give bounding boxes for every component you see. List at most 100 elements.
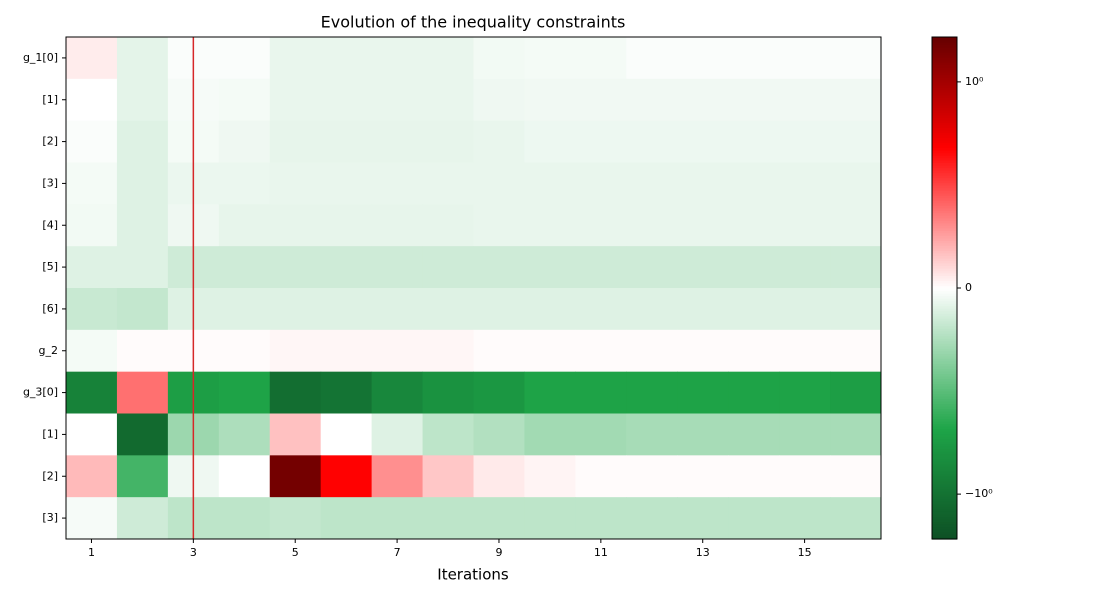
heatmap-cell	[524, 413, 576, 456]
colorbar-segment	[932, 222, 957, 226]
heatmap-cell	[575, 413, 627, 456]
heatmap-cell	[779, 329, 831, 373]
colorbar-segment	[932, 72, 957, 76]
colorbar-segment	[932, 217, 957, 221]
colorbar-segment	[932, 275, 957, 279]
heatmap-cell	[830, 37, 882, 80]
heatmap-cell	[218, 78, 271, 122]
colorbar-segment	[932, 144, 957, 149]
heatmap-cell	[524, 329, 576, 373]
colorbar-segment	[932, 262, 957, 267]
heatmap-cell	[116, 455, 169, 498]
y-tick-label: [2]	[42, 469, 58, 482]
colorbar-segment	[932, 493, 957, 497]
colorbar-segment	[932, 385, 957, 389]
colorbar-segment	[932, 468, 957, 472]
heatmap-cell	[677, 413, 729, 456]
colorbar-segment	[932, 318, 957, 322]
y-tick-label: [5]	[42, 260, 58, 273]
y-tick-label: [4]	[42, 218, 58, 231]
heatmap-cell	[830, 413, 882, 456]
colorbar-segment	[932, 99, 957, 103]
heatmap-cell	[728, 204, 780, 247]
heatmap-cell	[524, 78, 576, 122]
colorbar-segment	[932, 94, 957, 98]
colorbar-segment	[932, 410, 957, 415]
colorbar-segment	[932, 177, 957, 181]
heatmap-cell	[66, 204, 118, 247]
colorbar-segment	[932, 393, 957, 397]
heatmap-cell	[422, 37, 474, 80]
colorbar-segment	[932, 353, 957, 357]
heatmap-cell	[728, 413, 780, 456]
colorbar-segment	[932, 212, 957, 216]
colorbar-segment	[932, 277, 957, 282]
heatmap-cell	[626, 455, 678, 498]
heatmap-cell	[116, 246, 169, 289]
colorbar-segment	[932, 458, 957, 462]
colorbar-segment	[932, 84, 957, 88]
colorbar-segment	[932, 290, 957, 294]
heatmap-cell	[422, 413, 474, 456]
y-tick-label: [2]	[42, 135, 58, 148]
colorbar-segment	[932, 526, 957, 530]
colorbar-segment	[932, 313, 957, 317]
x-tick-label: 3	[190, 546, 197, 559]
colorbar-segment	[932, 252, 957, 256]
heatmap-cell	[626, 246, 678, 289]
heatmap-cell	[320, 329, 373, 373]
colorbar-segment	[932, 355, 957, 359]
colorbar-segment	[932, 117, 957, 121]
colorbar-segment	[932, 486, 957, 490]
heatmap-cell	[779, 204, 831, 247]
heatmap-cell	[626, 329, 678, 373]
heatmap-cell	[66, 78, 118, 122]
heatmap-cell	[524, 162, 576, 205]
heatmap-cell	[473, 120, 525, 163]
heatmap-cell	[66, 120, 118, 163]
colorbar-segment	[932, 114, 957, 118]
y-tick-label: g_1[0]	[23, 51, 58, 64]
heatmap-cell	[66, 455, 118, 498]
heatmap-cell	[116, 162, 169, 205]
colorbar-segment	[932, 441, 957, 445]
heatmap-cell	[830, 204, 882, 247]
colorbar-segment	[932, 300, 957, 304]
heatmap-cell	[218, 371, 271, 414]
x-tick-label: 11	[594, 546, 608, 559]
heatmap-cell	[779, 37, 831, 80]
colorbar-segment	[932, 368, 957, 372]
colorbar-segment	[932, 388, 957, 392]
heatmap-cell	[218, 329, 271, 373]
colorbar-segment	[932, 390, 957, 395]
colorbar-segment	[932, 295, 957, 299]
colorbar-segment	[932, 147, 957, 151]
colorbar-segment	[932, 182, 957, 186]
colorbar-segment	[932, 315, 957, 319]
x-tick-label: 7	[394, 546, 401, 559]
colorbar-segment	[932, 436, 957, 440]
heatmap-cell	[66, 413, 118, 456]
y-tick-label: g_2	[39, 344, 58, 357]
colorbar-segment	[932, 139, 957, 144]
colorbar-segment	[932, 358, 957, 362]
colorbar-segment	[932, 373, 957, 377]
colorbar-segment	[932, 54, 957, 58]
heatmap-cell	[218, 497, 271, 540]
heatmap-cell	[626, 37, 678, 80]
x-tick-label: 5	[292, 546, 299, 559]
colorbar-segment	[932, 250, 957, 254]
colorbar-segment	[932, 245, 957, 249]
heatmap-cell	[320, 497, 373, 540]
heatmap-cell	[371, 455, 424, 498]
colorbar-segment	[932, 225, 957, 229]
heatmap-cell	[422, 497, 474, 540]
x-tick-label: 13	[696, 546, 710, 559]
colorbar-segment	[932, 350, 957, 354]
y-tick-label: [3]	[42, 176, 58, 189]
colorbar-segment	[932, 298, 957, 302]
heatmap-cell	[66, 246, 118, 289]
colorbar-segment	[932, 257, 957, 261]
heatmap-cell	[320, 78, 373, 122]
colorbar-segment	[932, 235, 957, 239]
